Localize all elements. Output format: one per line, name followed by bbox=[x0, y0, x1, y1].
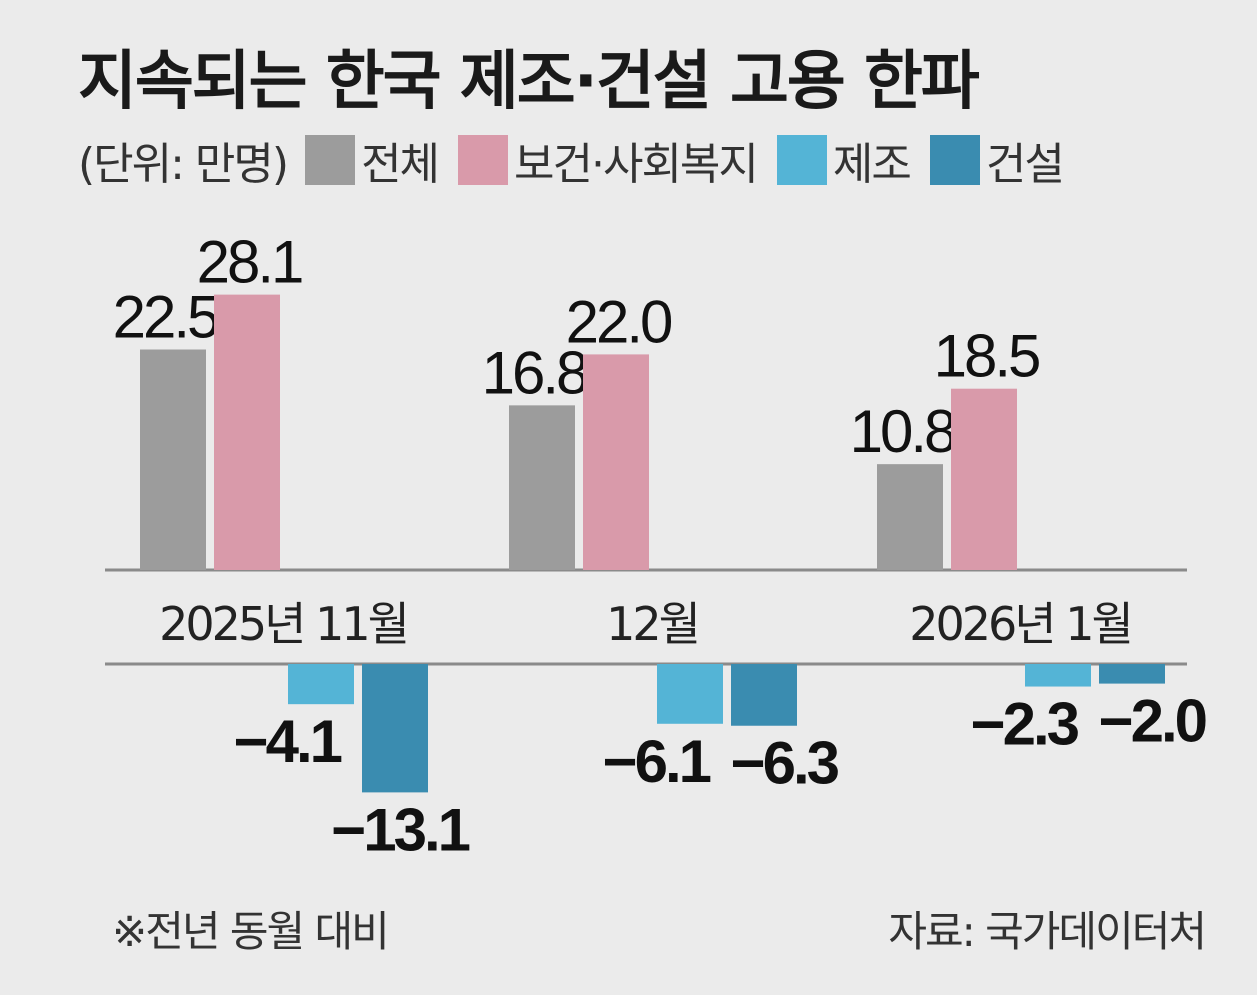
bar-health-1 bbox=[583, 354, 649, 570]
unit-label: (단위: 만명) bbox=[78, 139, 289, 190]
legend-swatch-total bbox=[305, 135, 356, 185]
legend-label-manufacturing: 제조 bbox=[832, 139, 912, 190]
bar-total-0 bbox=[140, 349, 206, 570]
legend-label-health: 보건·사회복지 bbox=[514, 139, 759, 190]
bar-construction-0 bbox=[362, 664, 428, 793]
bar-health-2 bbox=[951, 388, 1017, 570]
legend-item-total: 전체 bbox=[305, 128, 440, 192]
value-label-health-2: 18.5 bbox=[934, 323, 1039, 390]
footnote: ※전년 동월 대비 bbox=[112, 907, 390, 956]
bar-construction-1 bbox=[731, 664, 797, 726]
legend-item-manufacturing: 제조 bbox=[776, 128, 912, 192]
bar-health-0 bbox=[214, 294, 280, 570]
bar-total-1 bbox=[509, 405, 575, 570]
legend-item-health: 보건·사회복지 bbox=[458, 128, 759, 192]
chart-title: 지속되는 한국 제조·건설 고용 한파 bbox=[78, 45, 980, 119]
value-label-construction-2: −2.0 bbox=[1099, 688, 1206, 755]
legend: (단위: 만명) 전체 보건·사회복지 제조 건설 bbox=[78, 128, 1083, 192]
legend-label-construction: 건설 bbox=[985, 139, 1065, 190]
bar-manufacturing-0 bbox=[288, 664, 354, 705]
value-label-total-0: 22.5 bbox=[113, 284, 218, 351]
value-label-total-2: 10.8 bbox=[850, 398, 955, 465]
value-label-health-0: 28.1 bbox=[197, 229, 302, 296]
value-label-construction-0: −13.1 bbox=[331, 796, 469, 863]
legend-swatch-construction bbox=[929, 135, 980, 185]
legend-label-total: 전체 bbox=[361, 139, 440, 190]
category-label-1: 12월 bbox=[606, 597, 698, 651]
value-label-manufacturing-1: −6.1 bbox=[603, 728, 711, 795]
bar-total-2 bbox=[877, 464, 943, 570]
category-label-0: 2025년 11월 bbox=[159, 597, 407, 651]
source-note: 자료: 국가데이터처 bbox=[888, 907, 1207, 956]
value-label-manufacturing-2: −2.3 bbox=[971, 691, 1079, 758]
bar-manufacturing-1 bbox=[657, 664, 723, 724]
bar-construction-2 bbox=[1099, 664, 1165, 684]
value-label-construction-1: −6.3 bbox=[731, 730, 839, 797]
value-label-manufacturing-0: −4.1 bbox=[234, 708, 342, 775]
value-label-total-1: 16.8 bbox=[482, 339, 587, 406]
legend-swatch-health bbox=[458, 135, 509, 185]
legend-swatch-manufacturing bbox=[776, 135, 827, 185]
legend-item-construction: 건설 bbox=[929, 128, 1065, 192]
bar-manufacturing-2 bbox=[1025, 664, 1091, 687]
value-label-health-1: 22.0 bbox=[566, 288, 672, 355]
category-label-2: 2026년 1월 bbox=[909, 597, 1131, 651]
